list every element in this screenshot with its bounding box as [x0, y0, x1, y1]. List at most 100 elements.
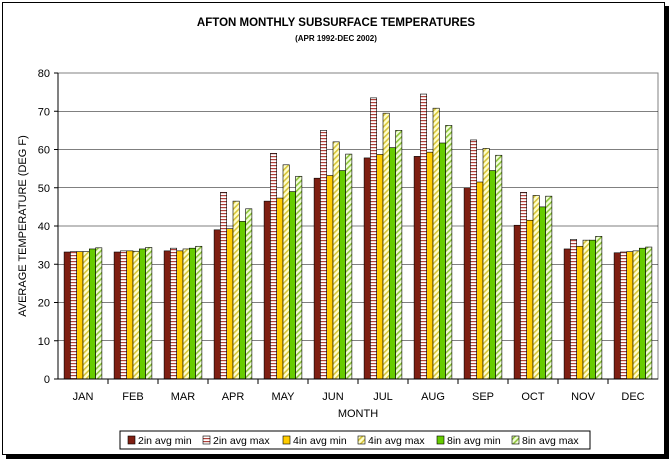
y-tick-label: 10	[38, 336, 50, 348]
bar	[413, 156, 421, 380]
bar	[288, 191, 296, 380]
legend-swatch	[127, 435, 136, 445]
bar	[126, 250, 134, 380]
bar	[139, 248, 146, 380]
bar	[213, 229, 221, 380]
bar	[576, 245, 584, 380]
bar	[326, 175, 334, 380]
y-tick-label: 20	[38, 298, 50, 310]
bar	[482, 148, 490, 380]
bar	[95, 247, 103, 380]
bar	[132, 250, 140, 380]
bar	[488, 170, 496, 380]
bar	[332, 141, 340, 380]
bar	[120, 250, 128, 380]
bar	[320, 130, 327, 380]
x-axis: JAN FEB MAR APR MAY JUN JUL AUG SEP OCT NOV DEC	[73, 379, 645, 403]
bar	[76, 251, 84, 380]
bar	[463, 187, 471, 380]
y-tick-label: 80	[38, 68, 50, 80]
x-tick-label: NOV	[571, 391, 596, 403]
bar	[89, 248, 96, 380]
chart-title: AFTON MONTHLY SUBSURFACE TEMPERATURES	[197, 17, 475, 29]
x-tick-label: JUN	[322, 391, 343, 403]
bar	[538, 206, 546, 380]
bar	[182, 248, 190, 380]
bar	[70, 251, 78, 380]
bar	[313, 177, 321, 380]
legend-swatch	[202, 435, 211, 445]
y-tick-label: 60	[38, 145, 50, 157]
y-axis-label: AVERAGE TEMPERATURE (DEG F)	[17, 135, 29, 317]
y-tick-label: 30	[38, 259, 50, 271]
bar	[388, 147, 396, 380]
legend-swatch	[511, 435, 520, 445]
bar	[282, 164, 290, 380]
y-tick-label: 50	[38, 183, 50, 195]
bar	[495, 154, 503, 380]
bar	[176, 250, 184, 380]
y-tick-label: 70	[38, 106, 50, 118]
bar	[338, 170, 346, 380]
y-tick-label: 40	[38, 221, 50, 233]
bar	[620, 251, 628, 380]
bar	[638, 247, 646, 380]
bar	[470, 139, 477, 380]
bar	[532, 195, 540, 380]
x-axis-label: MONTH	[338, 408, 378, 420]
bar	[613, 252, 621, 380]
legend-label: 4in avg max	[368, 435, 425, 447]
bar	[226, 228, 234, 380]
legend-box	[119, 430, 591, 450]
bar	[395, 130, 403, 380]
bar	[513, 224, 521, 380]
bar	[545, 195, 553, 380]
bar	[82, 251, 90, 380]
x-tick-label: APR	[222, 391, 245, 403]
bar	[570, 239, 578, 380]
legend-swatch	[436, 435, 445, 445]
legend-label: 8in avg max	[522, 435, 579, 447]
bar	[263, 200, 271, 380]
x-tick-label: DEC	[621, 391, 644, 403]
x-tick-label: FEB	[122, 391, 143, 403]
legend-swatch	[357, 435, 366, 445]
bar	[345, 153, 353, 380]
bar	[420, 93, 427, 380]
bar	[445, 125, 453, 380]
bar	[426, 151, 434, 380]
bar	[363, 157, 371, 380]
bar	[588, 239, 596, 380]
bar	[382, 112, 390, 380]
x-tick-label: SEP	[472, 391, 494, 403]
x-tick-label: JUL	[373, 391, 393, 403]
bar	[626, 251, 634, 380]
x-tick-label: JAN	[73, 391, 94, 403]
bar	[438, 142, 446, 380]
bar	[476, 181, 484, 380]
bar	[245, 208, 253, 380]
legend-label: 4in avg min	[293, 435, 347, 447]
x-tick-label: MAY	[271, 391, 295, 403]
grid-lines	[58, 110, 658, 342]
chart-subtitle: (APR 1992-DEC 2002)	[295, 34, 377, 43]
legend: 2in avg min 2in avg max 4in avg min 4in avg…	[127, 435, 579, 447]
bar	[220, 192, 227, 380]
bar	[239, 221, 246, 380]
bar	[113, 251, 121, 380]
bar	[645, 246, 653, 380]
bar	[276, 197, 284, 380]
bar	[520, 192, 528, 380]
bar	[432, 107, 440, 380]
bars	[63, 93, 653, 380]
bar	[526, 219, 534, 380]
bar	[232, 200, 240, 380]
legend-label: 8in avg min	[447, 435, 501, 447]
bar	[195, 245, 203, 380]
bar	[63, 251, 71, 380]
bar	[270, 153, 277, 380]
bar	[376, 154, 384, 380]
bar	[189, 247, 196, 380]
bar	[370, 97, 377, 380]
